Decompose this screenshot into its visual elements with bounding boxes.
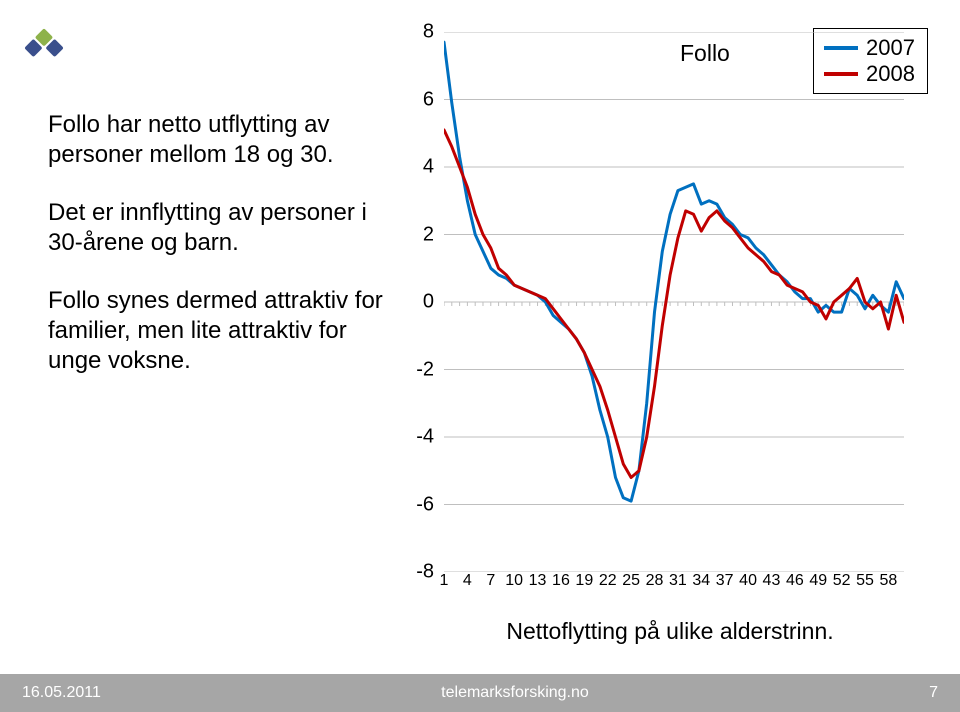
x-tick-label: 40 — [739, 572, 757, 590]
x-tick-label: 52 — [833, 572, 851, 590]
x-tick-label: 4 — [463, 572, 472, 590]
footer-page: 7 — [929, 684, 938, 702]
plot-svg — [444, 32, 904, 572]
x-tick-label: 43 — [763, 572, 781, 590]
x-tick-label: 25 — [622, 572, 640, 590]
paragraph-2: Det er innflytting av personer i 30-åren… — [48, 198, 388, 258]
x-tick-label: 55 — [856, 572, 874, 590]
y-tick-label: -4 — [416, 426, 434, 449]
y-tick-label: 4 — [423, 156, 434, 179]
x-tick-label: 37 — [716, 572, 734, 590]
y-tick-label: -8 — [416, 561, 434, 584]
y-tick-label: 6 — [423, 88, 434, 111]
paragraph-3: Follo synes dermed attraktiv for familie… — [48, 286, 388, 376]
y-tick-label: -2 — [416, 358, 434, 381]
y-tick-label: 8 — [423, 21, 434, 44]
footer-source: telemarksforsking.no — [441, 684, 589, 702]
y-axis-labels: -8-6-4-202468 — [400, 32, 440, 572]
x-axis-labels: 1471013161922252831343740434649525558 — [444, 572, 904, 600]
plot-area — [444, 32, 904, 572]
x-tick-label: 16 — [552, 572, 570, 590]
x-tick-label: 19 — [575, 572, 593, 590]
x-tick-label: 10 — [505, 572, 523, 590]
slide: Follo har netto utflytting av personer m… — [0, 0, 960, 712]
x-tick-label: 13 — [529, 572, 547, 590]
x-tick-label: 22 — [599, 572, 617, 590]
x-tick-label: 31 — [669, 572, 687, 590]
x-tick-label: 7 — [486, 572, 495, 590]
footer: 16.05.2011 telemarksforsking.no 7 — [0, 674, 960, 712]
x-tick-label: 28 — [646, 572, 664, 590]
y-tick-label: 2 — [423, 223, 434, 246]
y-tick-label: 0 — [423, 291, 434, 314]
y-tick-label: -6 — [416, 493, 434, 516]
chart-caption: Nettoflytting på ulike alderstrinn. — [400, 618, 940, 645]
body-text: Follo har netto utflytting av personer m… — [48, 110, 388, 404]
x-tick-label: 49 — [809, 572, 827, 590]
chart: Follo 2007 2008 -8-6-4-202468 1471013161… — [400, 16, 940, 626]
paragraph-1: Follo har netto utflytting av personer m… — [48, 110, 388, 170]
x-tick-label: 46 — [786, 572, 804, 590]
footer-date: 16.05.2011 — [22, 684, 101, 702]
x-tick-label: 1 — [440, 572, 449, 590]
logo — [22, 26, 66, 70]
x-tick-label: 34 — [692, 572, 710, 590]
x-tick-label: 58 — [880, 572, 898, 590]
